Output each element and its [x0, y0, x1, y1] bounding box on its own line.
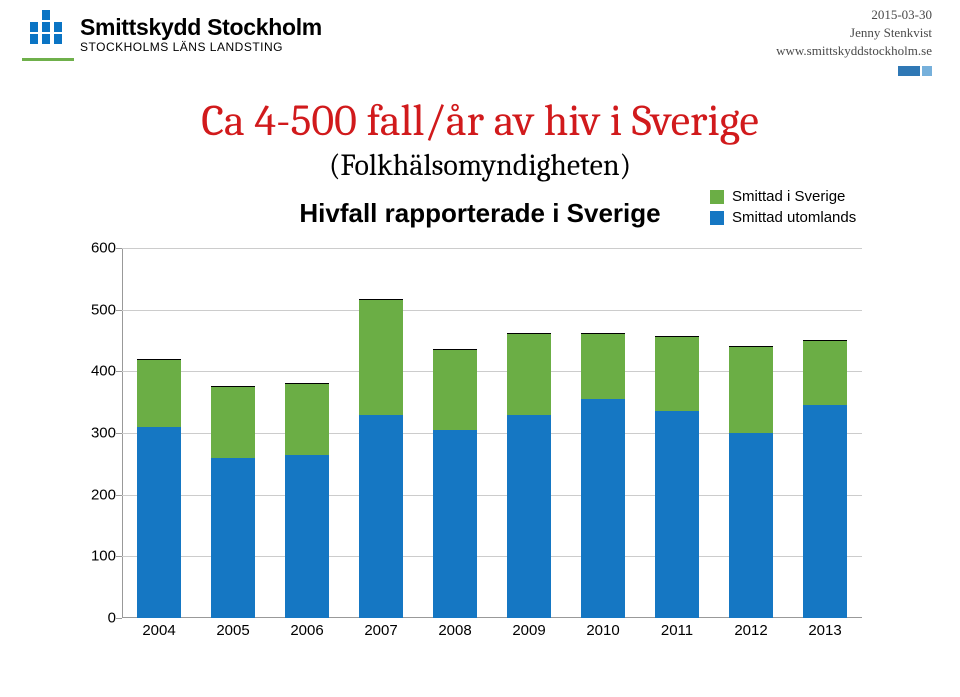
x-axis-label: 2010: [573, 622, 633, 639]
brand-line1: Smittskydd Stockholm: [80, 15, 322, 39]
y-axis-label: 500: [70, 301, 116, 318]
y-tick: [116, 248, 122, 249]
bar-segment-sverige: [285, 383, 329, 455]
bar-segment-sverige: [655, 336, 699, 411]
x-axis-label: 2007: [351, 622, 411, 639]
gridline: [122, 310, 862, 311]
bar-segment-sverige: [433, 349, 477, 430]
meta-author: Jenny Stenkvist: [776, 24, 932, 42]
y-axis-label: 0: [70, 610, 116, 627]
x-axis-label: 2005: [203, 622, 263, 639]
y-tick: [116, 618, 122, 619]
slide-header: Smittskydd Stockholm STOCKHOLMS LÄNS LAN…: [0, 0, 960, 90]
chart-legend: Smittad i Sverige Smittad utomlands: [710, 188, 856, 230]
gridline: [122, 248, 862, 249]
x-axis-label: 2013: [795, 622, 855, 639]
brand-underline: [22, 58, 74, 61]
x-axis-label: 2006: [277, 622, 337, 639]
bar-segment-sverige: [581, 333, 625, 399]
y-tick: [116, 310, 122, 311]
bar-segment-sverige: [803, 340, 847, 406]
bar-segment-utomlands: [285, 454, 329, 618]
y-axis-label: 100: [70, 548, 116, 565]
y-axis-label: 200: [70, 486, 116, 503]
y-axis-label: 600: [70, 240, 116, 257]
bar-segment-utomlands: [211, 457, 255, 618]
bar-segment-utomlands: [729, 432, 773, 618]
bar-segment-utomlands: [137, 426, 181, 618]
bar-segment-sverige: [211, 386, 255, 457]
bar-segment-sverige: [359, 299, 403, 414]
slide-subtitle: (Folkhälsomyndigheten): [40, 148, 920, 183]
brand-logo-icon: [22, 10, 70, 59]
bar-segment-utomlands: [803, 404, 847, 618]
y-axis-label: 300: [70, 425, 116, 442]
bar-segment-utomlands: [507, 414, 551, 619]
x-axis-label: 2008: [425, 622, 485, 639]
legend-label: Smittad utomlands: [732, 209, 856, 226]
chart-plot-area: [122, 248, 862, 618]
y-tick: [116, 556, 122, 557]
brand-line2: STOCKHOLMS LÄNS LANDSTING: [80, 41, 322, 54]
bar-segment-utomlands: [359, 414, 403, 619]
meta-accent-bars: [898, 66, 932, 76]
bar-segment-sverige: [507, 333, 551, 414]
brand-logo-block: Smittskydd Stockholm STOCKHOLMS LÄNS LAN…: [22, 10, 322, 59]
x-axis-label: 2011: [647, 622, 707, 639]
legend-swatch-sverige: [710, 190, 724, 204]
x-axis-label: 2012: [721, 622, 781, 639]
x-axis-label: 2009: [499, 622, 559, 639]
bar-segment-utomlands: [433, 429, 477, 618]
meta-url: www.smittskyddstockholm.se: [776, 42, 932, 60]
legend-item: Smittad utomlands: [710, 209, 856, 226]
slide-title: Ca 4-500 fall/år av hiv i Sverige: [40, 98, 920, 144]
slide-title-block: Ca 4-500 fall/år av hiv i Sverige (Folkh…: [40, 98, 920, 183]
bar-segment-sverige: [137, 359, 181, 427]
y-tick: [116, 433, 122, 434]
legend-swatch-utomlands: [710, 211, 724, 225]
bar-segment-utomlands: [581, 398, 625, 618]
chart-container: Hivfall rapporterade i Sverige Smittad i…: [70, 218, 890, 658]
meta-date: 2015-03-30: [776, 6, 932, 24]
bar-segment-utomlands: [655, 410, 699, 618]
slide-meta: 2015-03-30 Jenny Stenkvist www.smittskyd…: [776, 6, 932, 61]
y-axis-label: 400: [70, 363, 116, 380]
legend-label: Smittad i Sverige: [732, 188, 845, 205]
x-axis-label: 2004: [129, 622, 189, 639]
legend-item: Smittad i Sverige: [710, 188, 856, 205]
y-tick: [116, 371, 122, 372]
y-tick: [116, 495, 122, 496]
bar-segment-sverige: [729, 346, 773, 433]
